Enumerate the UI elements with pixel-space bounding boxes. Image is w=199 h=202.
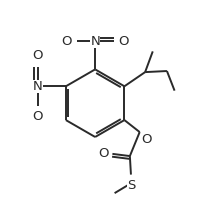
Text: N: N (33, 80, 42, 93)
Text: O: O (62, 35, 72, 47)
Text: O: O (141, 133, 151, 146)
Text: O: O (99, 147, 109, 160)
Text: O: O (32, 49, 43, 62)
Text: O: O (118, 35, 129, 47)
Text: N: N (90, 35, 100, 47)
Text: O: O (32, 110, 43, 123)
Text: S: S (127, 179, 135, 192)
